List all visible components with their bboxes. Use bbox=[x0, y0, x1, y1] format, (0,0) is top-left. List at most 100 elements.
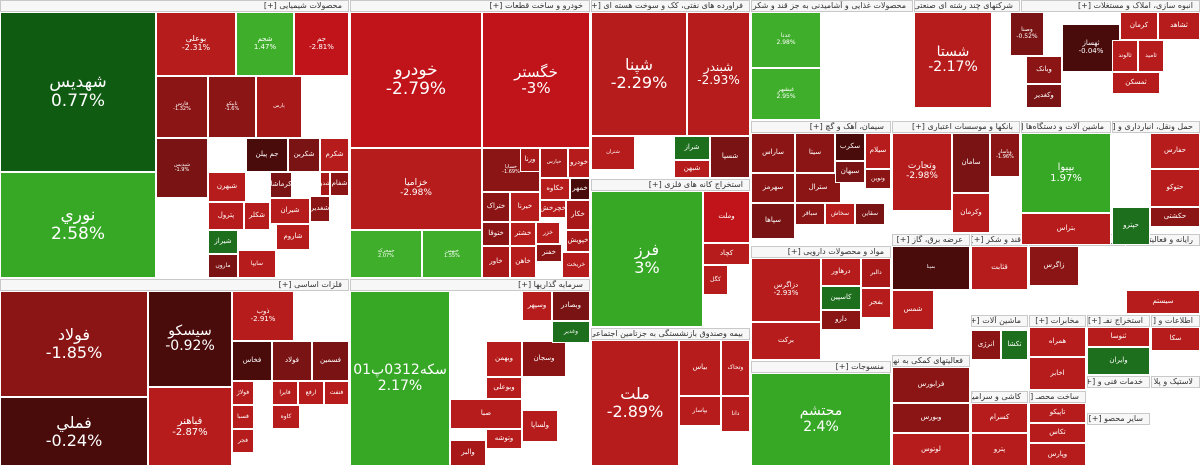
stock-tile[interactable]: سیتا bbox=[795, 133, 835, 173]
stock-tile[interactable]: فباهنر -2.87% bbox=[148, 387, 232, 466]
stock-tile[interactable]: وملت bbox=[703, 191, 750, 243]
stock-tile[interactable]: سقاین bbox=[855, 203, 885, 225]
stock-tile[interactable]: ثشاهد bbox=[1158, 12, 1200, 40]
stock-tile[interactable]: بفجر bbox=[861, 288, 891, 318]
stock-tile[interactable]: شستا -2.17% bbox=[914, 12, 992, 108]
sector-header[interactable]: استخراج کانه های فلزی [+] bbox=[591, 179, 750, 191]
stock-tile[interactable]: پترو bbox=[971, 433, 1028, 466]
stock-tile[interactable]: انرژی bbox=[971, 330, 1001, 360]
stock-tile[interactable]: سبهان bbox=[835, 161, 865, 183]
stock-tile[interactable]: شفام bbox=[330, 172, 349, 196]
stock-tile[interactable]: ثالوند bbox=[1112, 40, 1138, 72]
stock-tile[interactable]: خکار bbox=[566, 200, 590, 230]
stock-tile[interactable]: شپنا -2.29% bbox=[591, 12, 687, 136]
stock-tile[interactable]: سیسکو -0.92% bbox=[148, 291, 232, 387]
stock-tile[interactable]: وبصادر bbox=[552, 291, 590, 321]
stock-tile[interactable]: شکربن bbox=[288, 138, 320, 172]
stock-tile[interactable]: فجر bbox=[232, 429, 254, 453]
stock-tile[interactable]: فولاژ bbox=[232, 381, 254, 405]
stock-tile[interactable]: فولاد -1.85% bbox=[0, 291, 148, 397]
stock-tile[interactable]: شهدیس 0.77% bbox=[0, 12, 156, 172]
stock-tile[interactable]: سیلام bbox=[865, 133, 891, 169]
stock-tile[interactable]: پارس bbox=[256, 76, 302, 138]
stock-tile[interactable]: صبا bbox=[450, 399, 522, 429]
stock-tile[interactable]: فسمین bbox=[312, 341, 349, 381]
stock-tile[interactable]: فایرا bbox=[272, 381, 298, 405]
stock-tile[interactable]: زاگرس bbox=[1029, 246, 1079, 286]
stock-tile[interactable]: شتران bbox=[591, 136, 635, 170]
stock-tile[interactable]: بمپنا bbox=[892, 246, 970, 290]
stock-tile[interactable]: تاپیکو -1.6% bbox=[208, 76, 256, 138]
stock-tile[interactable]: کاوه bbox=[272, 405, 300, 429]
stock-tile[interactable]: سهرمز bbox=[751, 173, 795, 203]
stock-tile[interactable]: برکت bbox=[751, 322, 821, 360]
stock-tile[interactable]: وسپهر bbox=[522, 291, 552, 321]
stock-tile[interactable]: بیاس bbox=[679, 340, 721, 396]
stock-tile[interactable]: خزامیا -2.98% bbox=[350, 148, 482, 230]
stock-tile[interactable]: ارفع bbox=[298, 381, 324, 405]
stock-tile[interactable]: ثمسکن bbox=[1112, 72, 1160, 94]
sector-header[interactable]: ساخت محصـ [+] bbox=[1029, 391, 1086, 403]
stock-tile[interactable]: حکشتی bbox=[1150, 207, 1200, 227]
stock-tile[interactable]: بپاسار bbox=[679, 396, 721, 426]
stock-tile[interactable]: خچرخش bbox=[540, 200, 566, 218]
stock-tile[interactable]: خمهر bbox=[570, 178, 590, 200]
stock-tile[interactable]: پترول bbox=[208, 202, 244, 230]
sector-header[interactable]: فلزات اساسی [+] bbox=[0, 279, 349, 291]
stock-tile[interactable]: شمس bbox=[892, 290, 934, 330]
stock-tile[interactable]: شبهن bbox=[674, 160, 710, 178]
stock-tile[interactable]: سکرب bbox=[835, 133, 865, 161]
sector-header[interactable]: بیمه وصندوق بازنشستگی به جزتامین اجتماعی… bbox=[591, 328, 750, 340]
stock-tile[interactable]: کچاد bbox=[703, 243, 750, 265]
stock-tile[interactable]: خگستر -3% bbox=[482, 12, 590, 148]
stock-tile[interactable]: خاور bbox=[482, 246, 510, 278]
stock-tile[interactable]: شجم 1.47% bbox=[236, 12, 294, 76]
stock-tile[interactable]: خزر bbox=[536, 222, 560, 244]
stock-tile[interactable]: وبوعلی bbox=[486, 377, 522, 399]
sector-header[interactable]: خدمات فنی و [+] bbox=[1087, 376, 1150, 388]
stock-tile[interactable]: قثابت bbox=[971, 246, 1028, 290]
stock-tile[interactable]: لوتوس bbox=[892, 433, 970, 466]
sector-header[interactable]: حمل ونقل، انبارداری و [+] bbox=[1112, 121, 1200, 133]
stock-tile[interactable]: حپترو bbox=[1112, 207, 1150, 245]
stock-tile[interactable]: ونوین bbox=[865, 169, 891, 189]
stock-tile[interactable]: ختراک bbox=[482, 192, 510, 222]
stock-tile[interactable]: بوعلی -2.31% bbox=[156, 12, 236, 76]
stock-tile[interactable]: ماروں bbox=[208, 254, 238, 278]
stock-tile[interactable]: شاروم bbox=[276, 224, 310, 250]
stock-tile[interactable]: حتوكو bbox=[1150, 169, 1200, 207]
stock-tile[interactable]: خپارس bbox=[540, 148, 568, 178]
sector-header[interactable]: ماشین آلات [+] bbox=[971, 315, 1028, 327]
stock-tile[interactable]: تاپیکو bbox=[1029, 403, 1086, 423]
sector-header[interactable]: سایر محصو [+] bbox=[1087, 413, 1150, 425]
stock-tile[interactable]: وتوشه bbox=[486, 429, 522, 449]
stock-tile[interactable]: جم -2.81% bbox=[294, 12, 349, 76]
sector-header[interactable]: سرمایه گذاریها [+] bbox=[350, 279, 590, 291]
sector-header[interactable]: کاشی و سرامیک [+] bbox=[971, 391, 1028, 403]
stock-tile[interactable]: غبشهر 2.95% bbox=[751, 68, 821, 120]
stock-tile[interactable]: خیرنا bbox=[510, 192, 540, 222]
stock-tile[interactable]: ختوقا bbox=[482, 222, 510, 246]
stock-tile[interactable]: خکاوه bbox=[540, 178, 570, 200]
stock-tile[interactable]: فخاس bbox=[232, 341, 272, 381]
stock-tile[interactable]: فرز 3% bbox=[591, 191, 703, 327]
stock-tile[interactable]: دانا bbox=[721, 396, 750, 432]
stock-tile[interactable]: شسپا bbox=[710, 136, 750, 178]
stock-tile[interactable]: جم پیلن bbox=[246, 138, 288, 172]
stock-tile[interactable]: وبانک bbox=[1026, 56, 1062, 84]
sector-header[interactable]: استخراج نفـ [+] bbox=[1087, 315, 1150, 327]
stock-tile[interactable]: سامان bbox=[952, 133, 990, 193]
stock-tile[interactable]: کرمان bbox=[1120, 12, 1158, 40]
stock-tile[interactable]: ثامید bbox=[1138, 40, 1164, 72]
sector-header[interactable]: منسوجات [+] bbox=[751, 361, 891, 373]
stock-tile[interactable]: وتحاک bbox=[721, 340, 750, 396]
stock-tile[interactable]: کگل bbox=[703, 265, 728, 295]
stock-tile[interactable]: ورنا bbox=[520, 148, 540, 172]
stock-tile[interactable]: وایران bbox=[1087, 347, 1150, 375]
stock-tile[interactable]: وپاسار -1.96% bbox=[990, 133, 1020, 177]
stock-tile[interactable]: کرماشا bbox=[270, 172, 292, 198]
stock-tile[interactable]: همراه bbox=[1029, 327, 1086, 357]
stock-tile[interactable]: وکرمان bbox=[952, 193, 990, 233]
stock-tile[interactable]: سپاها bbox=[751, 203, 795, 239]
stock-tile[interactable]: وپارس bbox=[1029, 443, 1086, 466]
